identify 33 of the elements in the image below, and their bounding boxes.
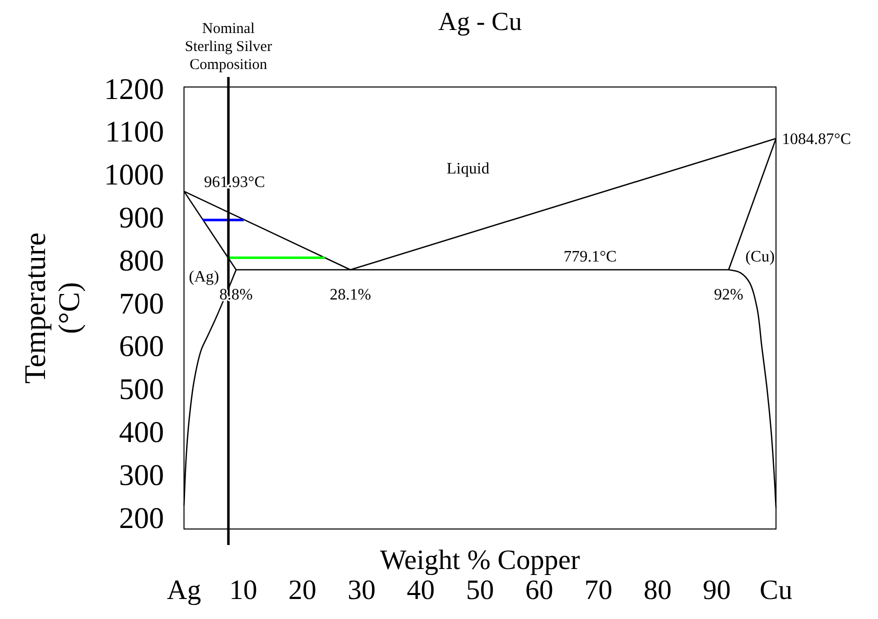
y-tick-label: 200 <box>119 502 164 535</box>
y-tick-label: 1000 <box>104 158 164 192</box>
annotation: 1084.87°C <box>782 131 852 148</box>
x-tick-label: 10 <box>229 574 258 606</box>
y-tick-label: 600 <box>119 330 164 364</box>
x-tick-label: 90 <box>702 574 731 606</box>
y-tick-label: 500 <box>119 373 164 406</box>
x-tick-label: 70 <box>584 574 612 606</box>
x-tick-label: 50 <box>466 574 494 606</box>
x-tick-label: 60 <box>525 574 554 606</box>
y-tick-label: 400 <box>119 416 164 450</box>
x-tick-label: Cu <box>760 574 792 606</box>
x-tick-label: 30 <box>348 574 376 606</box>
y-tick-label: 1200 <box>104 72 164 106</box>
x-tick-label: 20 <box>288 574 316 606</box>
x-tick-label: Ag <box>166 574 202 606</box>
annotation: (Cu) <box>745 248 775 266</box>
x-tick-label: 40 <box>406 574 435 606</box>
y-axis-title: Temperature (°C) <box>19 232 86 384</box>
annotation: 92% <box>714 286 744 304</box>
y-tick-label: 900 <box>119 201 164 234</box>
y-tick-label: 800 <box>119 244 164 278</box>
annotation: 28.1% <box>330 286 372 304</box>
x-axis-title: Weight % Copper <box>380 545 581 576</box>
annotation: Liquid <box>446 160 490 178</box>
y-tick-label: 1100 <box>105 116 164 149</box>
annotation: 779.1°C <box>564 248 617 266</box>
y-tick-label: 300 <box>119 458 164 492</box>
x-tick-label: 80 <box>644 574 672 606</box>
y-tick-label: 700 <box>119 287 164 320</box>
chart-title: Ag - Cu <box>438 7 522 36</box>
annotation: (Ag) <box>188 268 220 286</box>
ref-line-label: Nominal Sterling Silver Composition <box>184 21 272 73</box>
